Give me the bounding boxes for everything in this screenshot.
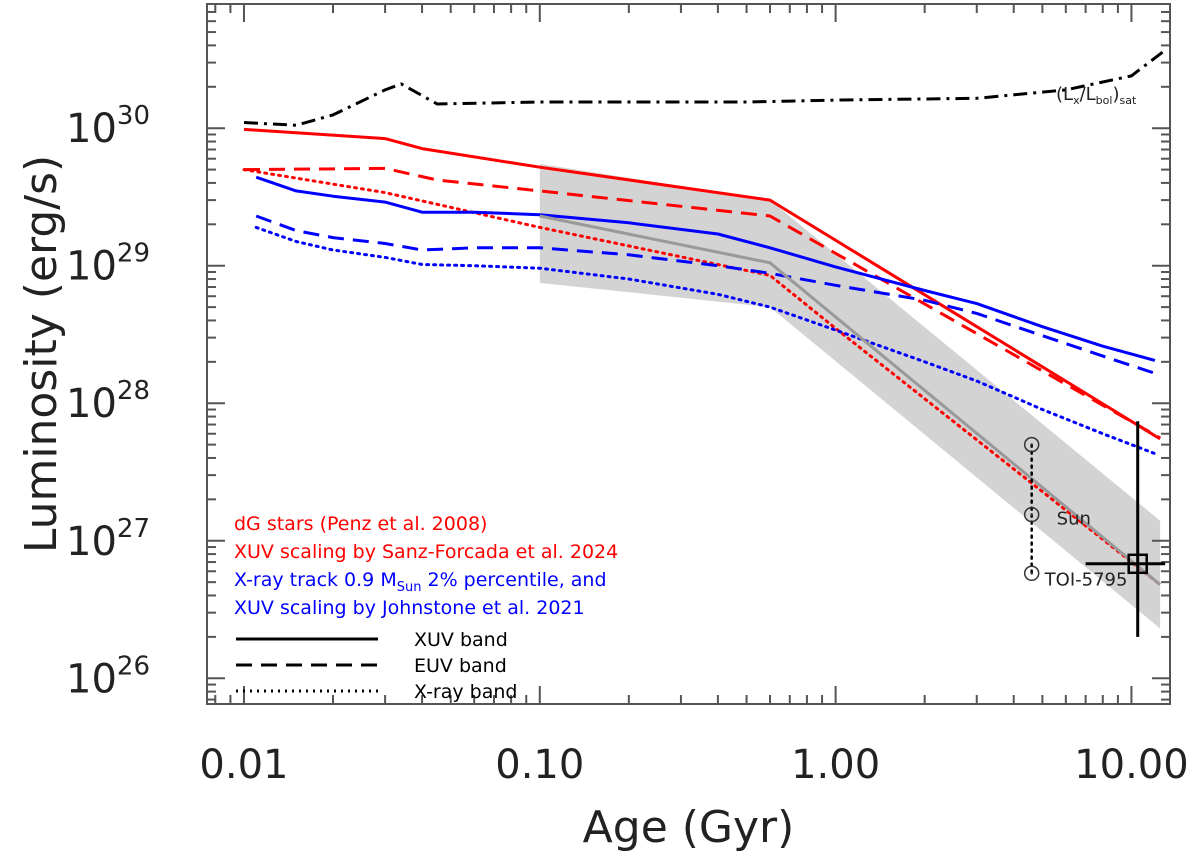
y-tick-base: 10 (66, 519, 117, 565)
legend: dG stars (Penz et al. 2008) XUV scaling … (234, 513, 618, 703)
x-axis-title: Age (Gyr) (583, 802, 795, 853)
series-line-sat (243, 48, 1167, 127)
legend-entry-sanz-forcada: XUV scaling by Sanz-Forcada et al. 2024 (234, 541, 618, 563)
y-tick-exponent: 27 (117, 514, 150, 544)
sat-label-l: (L (1056, 84, 1073, 105)
legend-entry-xray-track-pre: X-ray track 0.9 M (234, 569, 397, 591)
sun-marker-dot (1030, 443, 1033, 446)
x-tick-label: 0.10 (495, 742, 584, 788)
y-tick-exponent: 30 (117, 101, 150, 131)
plot-frame (206, 3, 1171, 705)
x-tick-label: 1.00 (791, 742, 880, 788)
y-tick-label: 1029 (66, 239, 150, 290)
y-tick-base: 10 (66, 656, 117, 702)
y-tick-label: 1028 (66, 376, 150, 427)
series-line-john-xuv (255, 175, 1156, 362)
sun-marker (1023, 506, 1040, 523)
saturation-label: (Lx/Lbol)sat (1056, 84, 1137, 107)
toi-label: TOI-5795 (1044, 569, 1128, 590)
y-tick-base: 10 (66, 381, 117, 427)
sun-marker-dot (1030, 571, 1033, 575)
uncertainty-band-layer (539, 163, 1161, 629)
legend-line-styles: XUV band EUV band X-ray band (236, 629, 517, 703)
sat-label-x: x (1073, 94, 1080, 107)
legend-entry-xray-track: X-ray track 0.9 MSun 2% percentile, and (234, 569, 607, 595)
uncertainty-band (539, 163, 1161, 629)
sun-marker (1023, 565, 1040, 582)
y-tick-base: 10 (66, 244, 117, 290)
toi-marker (1127, 553, 1148, 575)
marker-layer (1023, 421, 1166, 637)
series-line-penz-xuv (243, 127, 1161, 441)
sat-label-close: ) (1112, 84, 1119, 105)
sat-label-sat: sat (1119, 94, 1136, 107)
series-line-penz-euv (243, 166, 1161, 440)
y-tick-base: 10 (66, 106, 117, 152)
series-line-john-euv (255, 214, 1156, 375)
sun-marker-dot (1030, 513, 1033, 516)
y-tick-exponent: 29 (117, 239, 150, 269)
x-tick-label: 10.00 (1074, 742, 1189, 788)
legend-line-label: XUV band (414, 629, 508, 651)
series-line-john-xray (254, 225, 1157, 456)
sun-marker (1023, 436, 1040, 453)
y-tick-label: 1026 (66, 651, 150, 702)
series-layer (242, 48, 1167, 587)
tick-mark-layer (207, 3, 1170, 704)
sat-label-slash: /L (1080, 84, 1096, 105)
y-tick-label: 1030 (66, 101, 150, 152)
sat-label-bol: bol (1096, 94, 1113, 107)
y-tick-exponent: 26 (117, 651, 150, 681)
y-tick-exponent: 28 (117, 376, 150, 406)
x-tick-label: 0.01 (199, 742, 288, 788)
y-tick-label: 1027 (66, 514, 150, 565)
legend-entry-xray-track-post: 2% percentile, and (421, 569, 606, 591)
sun-label: Sun (1057, 509, 1091, 530)
legend-entry-johnstone: XUV scaling by Johnstone et al. 2021 (234, 597, 585, 619)
series-line-penz-xray (242, 168, 1162, 587)
legend-line-label: EUV band (414, 655, 507, 677)
legend-line-label: X-ray band (414, 681, 517, 703)
legend-entry-xray-track-sub: Sun (397, 580, 422, 595)
series-line-sanz-mid (539, 214, 1162, 586)
legend-entry-penz: dG stars (Penz et al. 2008) (234, 513, 487, 535)
y-axis-title: Luminosity (erg/s) (16, 155, 67, 553)
